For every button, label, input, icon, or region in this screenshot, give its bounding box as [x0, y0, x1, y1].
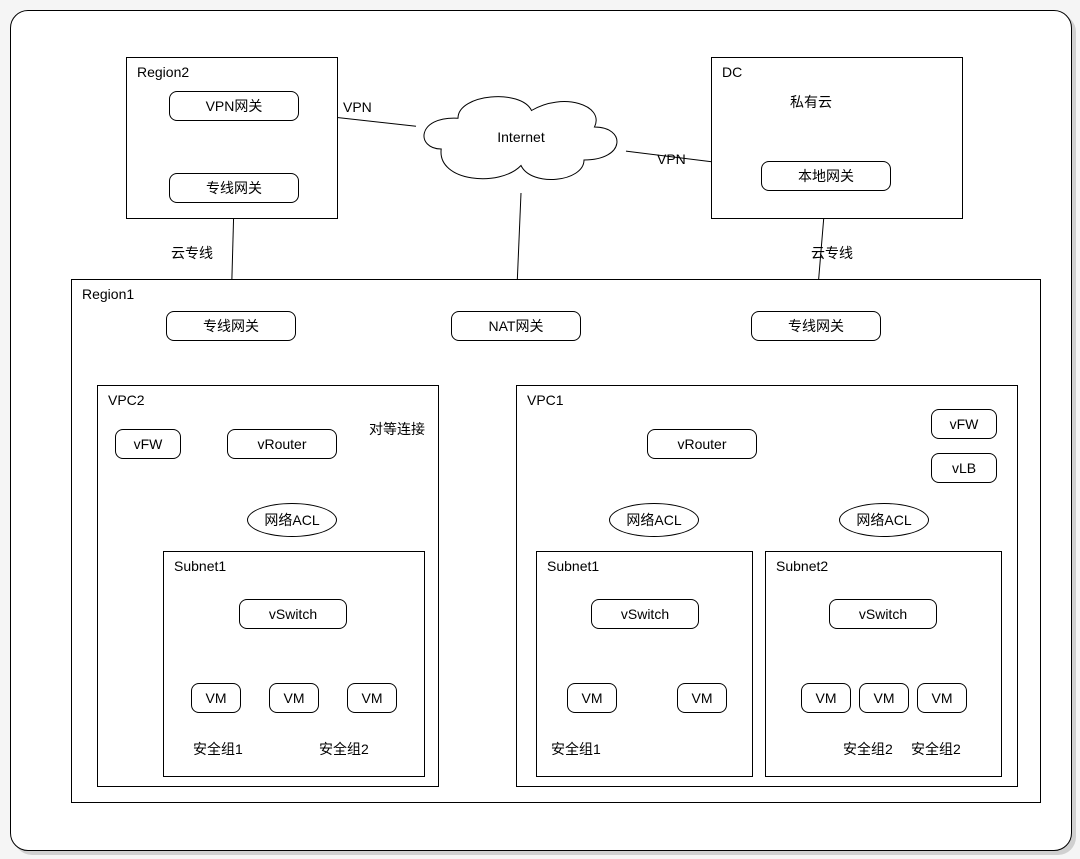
node-acl_m: 网络ACL	[609, 503, 699, 537]
node-local_gw: 本地网关	[761, 161, 891, 191]
label-cloud_line2: 云专线	[811, 243, 853, 263]
node-vm_m1: VM	[567, 683, 617, 713]
node-dedline_gw_right: 专线网关	[751, 311, 881, 341]
container-dc: DC	[711, 57, 963, 219]
container-title: VPC2	[108, 392, 145, 408]
diagram-stage: Region2 DC Region1 VPC2 VPC1 Subnet1 Subnet1 Su…	[0, 0, 1080, 859]
node-vswitch_m: vSwitch	[591, 599, 699, 629]
node-vfw_l: vFW	[115, 429, 181, 459]
node-vrouter_r: vRouter	[647, 429, 757, 459]
node-vm_r3: VM	[917, 683, 967, 713]
node-nat_gw: NAT网关	[451, 311, 581, 341]
node-vlb: vLB	[931, 453, 997, 483]
container-title: Subnet1	[174, 558, 226, 574]
container-title: Region2	[137, 64, 189, 80]
node-internet: Internet	[416, 129, 626, 145]
node-vm_l2: VM	[269, 683, 319, 713]
node-vm_r1: VM	[801, 683, 851, 713]
node-vm_m2: VM	[677, 683, 727, 713]
node-acl_r: 网络ACL	[839, 503, 929, 537]
label-sg1b: 安全组1	[551, 739, 601, 759]
label-vpn1: VPN	[343, 99, 372, 115]
node-vm_l3: VM	[347, 683, 397, 713]
label-peer: 对等连接	[369, 419, 425, 439]
label-sg2a: 安全组2	[319, 739, 369, 759]
label-vpn2: VPN	[657, 151, 686, 167]
container-title: Region1	[82, 286, 134, 302]
node-acl_l: 网络ACL	[247, 503, 337, 537]
label-sg2c: 安全组2	[911, 739, 961, 759]
node-private_cloud: 私有云	[751, 92, 871, 112]
node-dedline_gw_r2: 专线网关	[169, 173, 299, 203]
node-vm_l1: VM	[191, 683, 241, 713]
container-title: DC	[722, 64, 742, 80]
node-vswitch_r: vSwitch	[829, 599, 937, 629]
container-title: Subnet1	[547, 558, 599, 574]
container-title: Subnet2	[776, 558, 828, 574]
label-cloud_line1: 云专线	[171, 243, 213, 263]
node-vswitch_l: vSwitch	[239, 599, 347, 629]
node-vm_r2: VM	[859, 683, 909, 713]
label-sg1a: 安全组1	[193, 739, 243, 759]
node-vfw_r: vFW	[931, 409, 997, 439]
node-vrouter_l: vRouter	[227, 429, 337, 459]
diagram-card: Region2 DC Region1 VPC2 VPC1 Subnet1 Subnet1 Su…	[10, 10, 1072, 851]
node-vpn_gw: VPN网关	[169, 91, 299, 121]
node-dedline_gw_left: 专线网关	[166, 311, 296, 341]
label-sg2b: 安全组2	[843, 739, 893, 759]
container-title: VPC1	[527, 392, 564, 408]
